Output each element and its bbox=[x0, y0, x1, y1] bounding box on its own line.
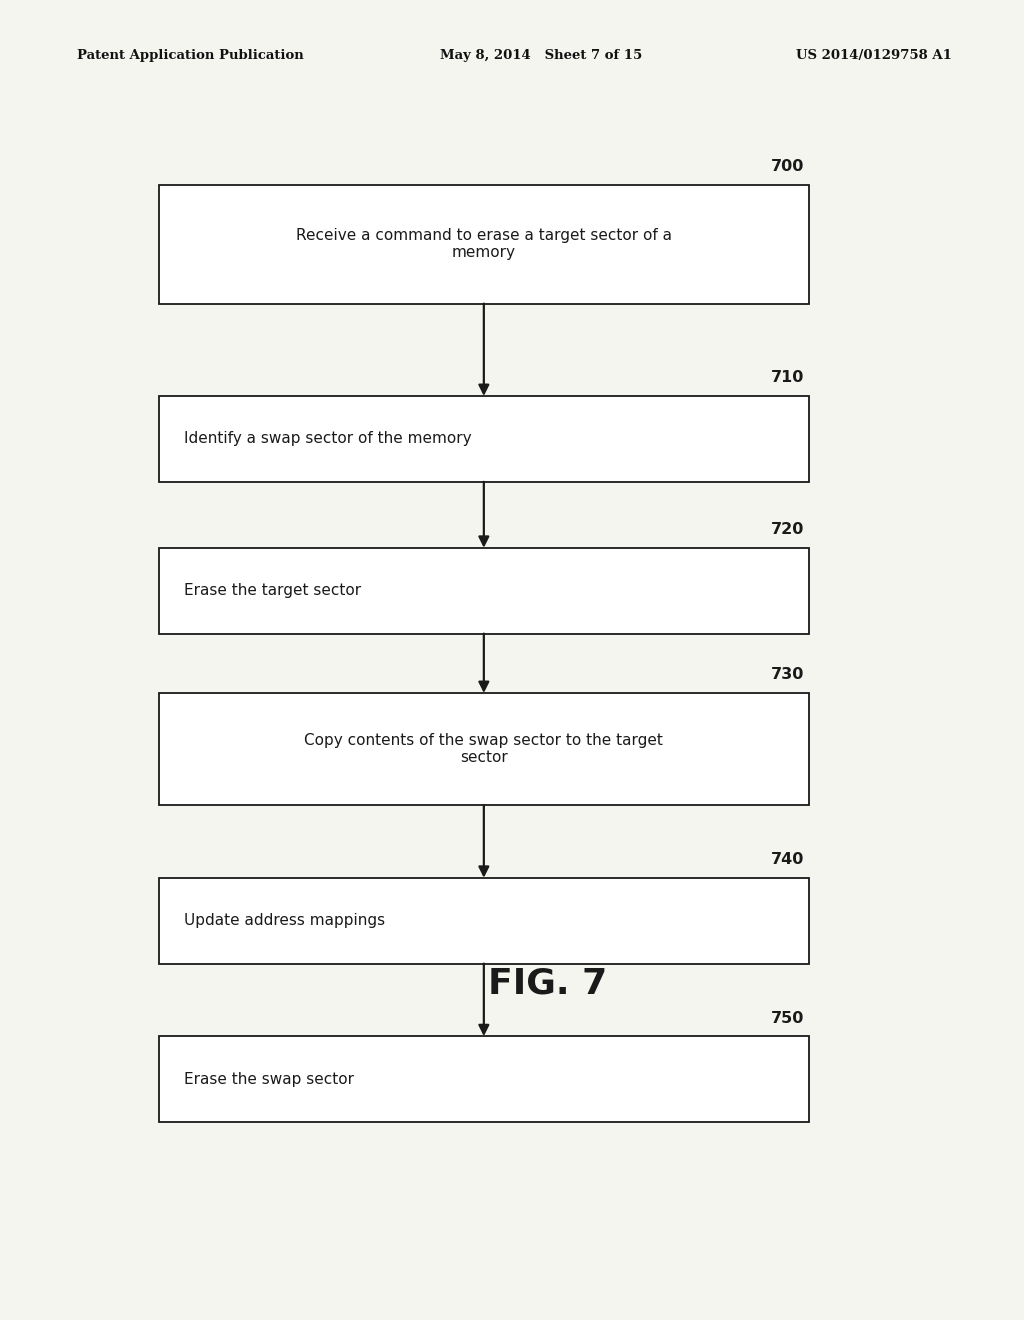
Text: 750: 750 bbox=[770, 1011, 804, 1026]
Text: US 2014/0129758 A1: US 2014/0129758 A1 bbox=[797, 49, 952, 62]
Text: May 8, 2014   Sheet 7 of 15: May 8, 2014 Sheet 7 of 15 bbox=[440, 49, 643, 62]
FancyBboxPatch shape bbox=[159, 396, 809, 482]
Text: Erase the target sector: Erase the target sector bbox=[184, 583, 361, 598]
Text: 700: 700 bbox=[770, 160, 804, 174]
Text: Identify a swap sector of the memory: Identify a swap sector of the memory bbox=[184, 432, 472, 446]
Text: Patent Application Publication: Patent Application Publication bbox=[77, 49, 303, 62]
FancyBboxPatch shape bbox=[159, 185, 809, 304]
FancyBboxPatch shape bbox=[159, 1036, 809, 1122]
Text: Receive a command to erase a target sector of a
memory: Receive a command to erase a target sect… bbox=[296, 228, 672, 260]
Text: Erase the swap sector: Erase the swap sector bbox=[184, 1072, 354, 1086]
FancyBboxPatch shape bbox=[159, 878, 809, 964]
Text: Update address mappings: Update address mappings bbox=[184, 913, 385, 928]
Text: 730: 730 bbox=[770, 668, 804, 682]
Text: FIG. 7: FIG. 7 bbox=[488, 966, 607, 1001]
Text: 710: 710 bbox=[770, 371, 804, 385]
FancyBboxPatch shape bbox=[159, 693, 809, 805]
Text: 720: 720 bbox=[770, 523, 804, 537]
Text: Copy contents of the swap sector to the target
sector: Copy contents of the swap sector to the … bbox=[304, 733, 664, 766]
FancyBboxPatch shape bbox=[159, 548, 809, 634]
Text: 740: 740 bbox=[770, 853, 804, 867]
